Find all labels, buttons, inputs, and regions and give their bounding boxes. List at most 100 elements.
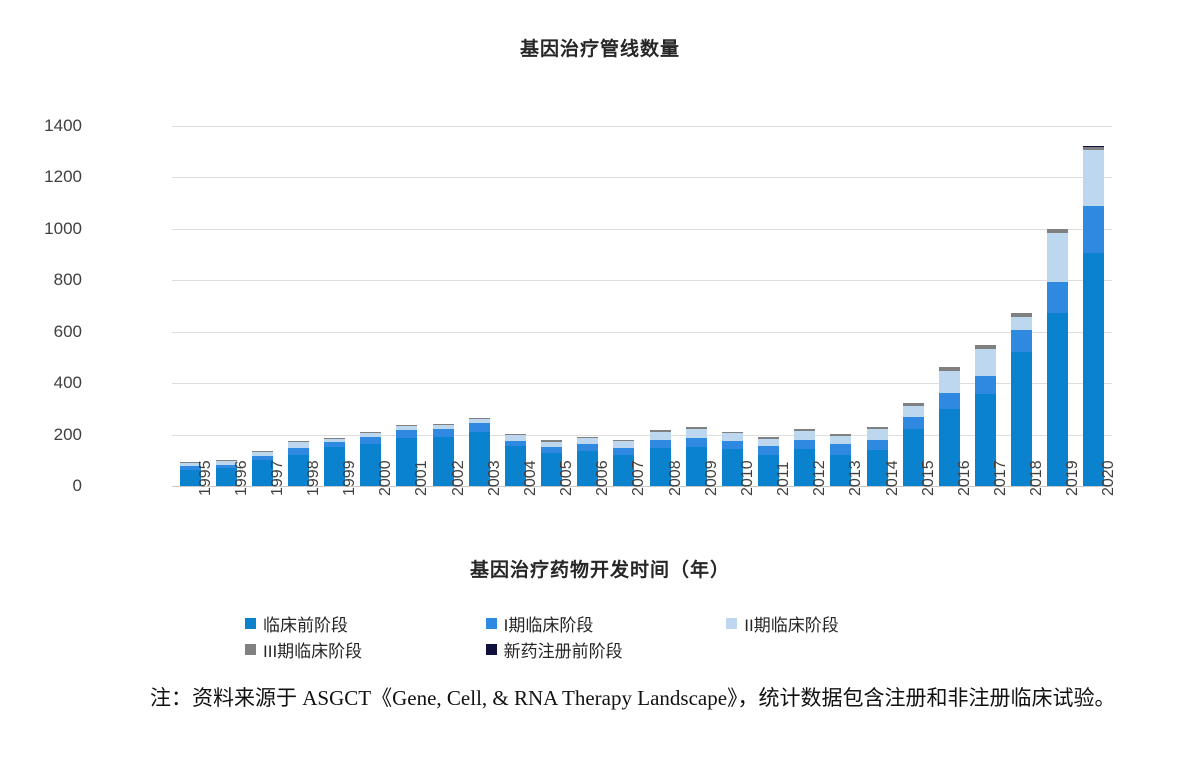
bar-segment bbox=[469, 419, 490, 423]
bar-segment bbox=[686, 446, 707, 486]
bar-segment bbox=[758, 438, 779, 447]
bar-2003[interactable] bbox=[469, 417, 490, 486]
bar-segment bbox=[794, 439, 815, 449]
bar-segment bbox=[541, 441, 562, 447]
legend-item-phase3[interactable]: III期临床阶段 bbox=[245, 637, 486, 662]
bar-segment bbox=[324, 442, 345, 448]
bar-segment bbox=[867, 427, 888, 430]
bar-segment bbox=[830, 433, 851, 436]
bar-segment bbox=[360, 432, 381, 437]
bar-segment bbox=[650, 430, 671, 433]
bar-segment bbox=[577, 438, 598, 445]
x-axis-tick-label: 1997 bbox=[269, 460, 286, 496]
x-axis-tick-label: 2006 bbox=[594, 460, 611, 496]
bar-2020[interactable] bbox=[1083, 146, 1104, 486]
bar-2008[interactable] bbox=[650, 430, 671, 486]
bar-segment bbox=[903, 416, 924, 429]
bar-segment bbox=[613, 441, 634, 448]
bar-segment bbox=[577, 450, 598, 486]
legend-label-phase1: I期临床阶段 bbox=[503, 615, 594, 635]
bar-1999[interactable] bbox=[324, 437, 345, 486]
bar-2014[interactable] bbox=[867, 427, 888, 486]
x-axis-tick-label: 2013 bbox=[847, 460, 864, 496]
bar-segment bbox=[758, 454, 779, 486]
bar-segment bbox=[794, 428, 815, 431]
bar-segment bbox=[216, 468, 237, 486]
bar-2010[interactable] bbox=[722, 431, 743, 486]
legend-item-phase1[interactable]: I期临床阶段 bbox=[485, 611, 727, 636]
bar-segment bbox=[939, 370, 960, 394]
bar-segment bbox=[1011, 352, 1032, 486]
bar-segment bbox=[939, 366, 960, 371]
bar-segment bbox=[252, 460, 273, 486]
bar-2012[interactable] bbox=[794, 428, 815, 486]
gridline bbox=[172, 280, 1112, 282]
bar-segment bbox=[613, 439, 634, 442]
bar-2011[interactable] bbox=[758, 436, 779, 486]
bar-segment bbox=[830, 454, 851, 486]
bar-segment bbox=[469, 417, 490, 420]
bar-segment bbox=[396, 430, 417, 439]
bar-2009[interactable] bbox=[686, 427, 707, 486]
bar-segment bbox=[722, 448, 743, 486]
bar-2007[interactable] bbox=[613, 439, 634, 486]
x-axis-tick-label: 2001 bbox=[413, 460, 430, 496]
bar-segment bbox=[722, 431, 743, 434]
x-axis-tick-label: 2011 bbox=[775, 461, 792, 496]
bar-2019[interactable] bbox=[1047, 228, 1068, 486]
bar-1996[interactable] bbox=[216, 459, 237, 486]
bar-1997[interactable] bbox=[252, 450, 273, 486]
y-axis-tick-label: 400 bbox=[53, 373, 82, 393]
bar-2013[interactable] bbox=[830, 433, 851, 486]
bar-2002[interactable] bbox=[433, 424, 454, 486]
bar-segment bbox=[577, 444, 598, 451]
bar-segment bbox=[650, 447, 671, 486]
bar-2001[interactable] bbox=[396, 424, 417, 486]
x-axis-tick-label: 1996 bbox=[233, 460, 250, 496]
bar-segment bbox=[505, 440, 526, 447]
bar-segment bbox=[324, 447, 345, 486]
bar-segment bbox=[1083, 146, 1104, 148]
bar-segment bbox=[396, 424, 417, 426]
legend-label-preregistration: 新药注册前阶段 bbox=[503, 641, 623, 661]
x-axis-tick-label: 1999 bbox=[341, 460, 358, 496]
bar-segment bbox=[541, 452, 562, 486]
y-axis-tick-label: 0 bbox=[72, 476, 82, 495]
bar-1995[interactable] bbox=[180, 462, 201, 486]
x-axis-tick-label: 2004 bbox=[522, 460, 539, 496]
bar-segment bbox=[433, 437, 454, 486]
bar-2004[interactable] bbox=[505, 434, 526, 486]
x-axis-tick-label: 2009 bbox=[703, 460, 720, 496]
bar-2005[interactable] bbox=[541, 440, 562, 486]
bar-segment bbox=[469, 422, 490, 432]
bar-segment bbox=[794, 448, 815, 486]
bar-segment bbox=[1047, 313, 1068, 486]
legend-swatch-phase3 bbox=[245, 643, 256, 655]
bar-segment bbox=[288, 441, 309, 443]
x-axis-tick-label: 2019 bbox=[1064, 460, 1081, 496]
x-axis-tick-label: 2014 bbox=[884, 460, 901, 496]
bar-2018[interactable] bbox=[1011, 312, 1032, 486]
bar-segment bbox=[830, 444, 851, 455]
legend-item-phase2[interactable]: II期临床阶段 bbox=[726, 611, 945, 636]
legend-label-phase2: II期临床阶段 bbox=[744, 615, 839, 635]
bar-2015[interactable] bbox=[903, 403, 924, 486]
bar-segment bbox=[1083, 149, 1104, 206]
bar-1998[interactable] bbox=[288, 441, 309, 486]
bar-segment bbox=[903, 428, 924, 486]
bar-segment bbox=[433, 429, 454, 438]
legend-item-preclinical[interactable]: 临床前阶段 bbox=[245, 611, 486, 636]
bar-segment bbox=[758, 446, 779, 455]
bar-segment bbox=[867, 429, 888, 441]
bar-segment bbox=[758, 436, 779, 439]
bar-2016[interactable] bbox=[939, 366, 960, 486]
legend-item-preregistration[interactable]: 新药注册前阶段 bbox=[485, 637, 727, 662]
y-axis-tick-label: 1400 bbox=[44, 116, 82, 135]
x-axis-tick-label: 2018 bbox=[1028, 460, 1045, 496]
bar-2006[interactable] bbox=[577, 436, 598, 486]
bar-2000[interactable] bbox=[360, 431, 381, 486]
bar-segment bbox=[1047, 233, 1068, 282]
bar-2017[interactable] bbox=[975, 344, 996, 486]
legend-swatch-preclinical bbox=[245, 617, 256, 629]
bar-segment bbox=[975, 376, 996, 394]
